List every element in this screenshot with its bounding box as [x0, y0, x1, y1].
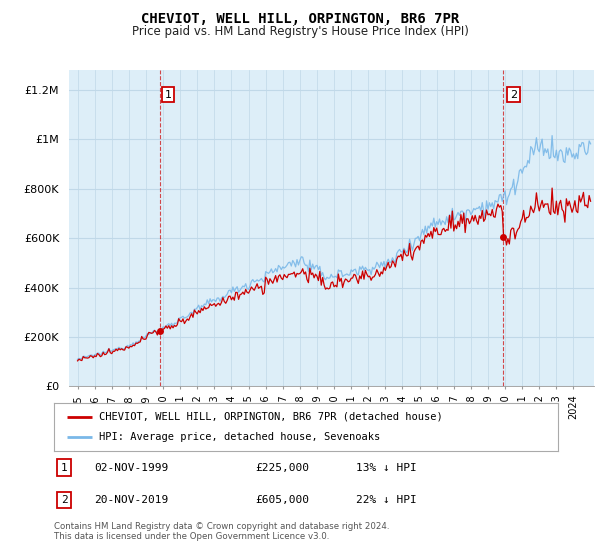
Text: 22% ↓ HPI: 22% ↓ HPI: [356, 495, 417, 505]
Text: £605,000: £605,000: [256, 495, 310, 505]
Text: 1: 1: [164, 90, 172, 100]
Text: 2: 2: [510, 90, 517, 100]
Text: CHEVIOT, WELL HILL, ORPINGTON, BR6 7PR: CHEVIOT, WELL HILL, ORPINGTON, BR6 7PR: [141, 12, 459, 26]
Text: Contains HM Land Registry data © Crown copyright and database right 2024.
This d: Contains HM Land Registry data © Crown c…: [54, 522, 389, 542]
Text: Price paid vs. HM Land Registry's House Price Index (HPI): Price paid vs. HM Land Registry's House …: [131, 25, 469, 38]
Text: 13% ↓ HPI: 13% ↓ HPI: [356, 463, 417, 473]
Text: £225,000: £225,000: [256, 463, 310, 473]
Text: HPI: Average price, detached house, Sevenoaks: HPI: Average price, detached house, Seve…: [100, 432, 380, 442]
Text: 1: 1: [61, 463, 67, 473]
Text: 2: 2: [61, 495, 67, 505]
Text: CHEVIOT, WELL HILL, ORPINGTON, BR6 7PR (detached house): CHEVIOT, WELL HILL, ORPINGTON, BR6 7PR (…: [100, 412, 443, 422]
Text: 02-NOV-1999: 02-NOV-1999: [94, 463, 169, 473]
Text: 20-NOV-2019: 20-NOV-2019: [94, 495, 169, 505]
